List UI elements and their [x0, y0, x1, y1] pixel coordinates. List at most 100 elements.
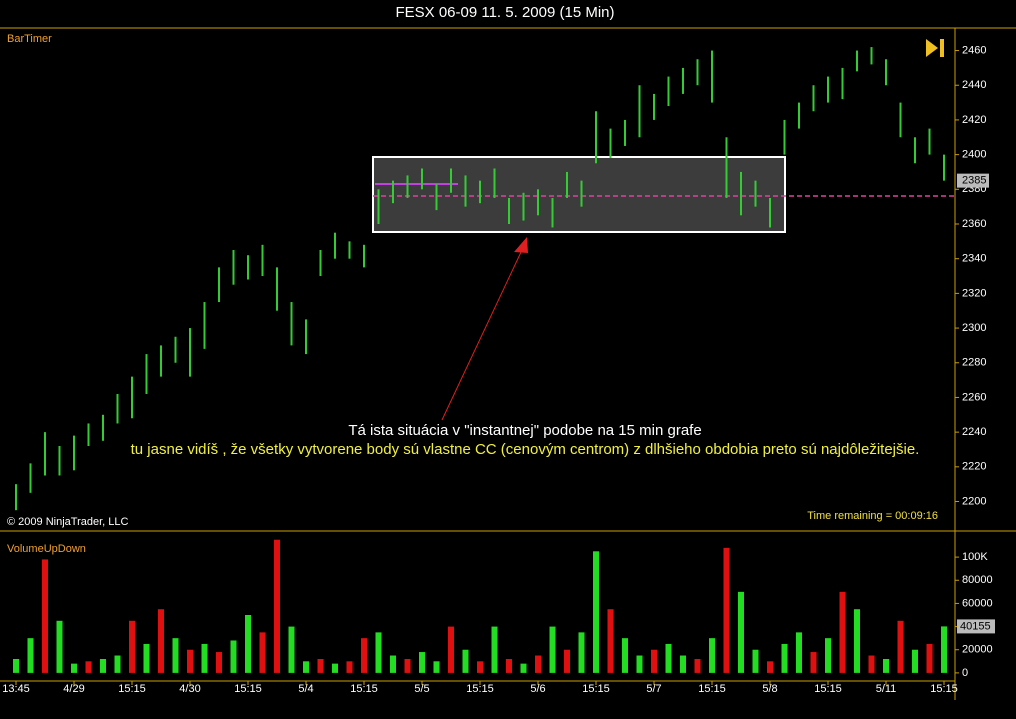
- y-tick-label: 2460: [962, 44, 986, 56]
- volume-bar: [825, 638, 831, 673]
- timer: Time remaining = 00:09:16: [807, 510, 938, 522]
- volume-bar: [564, 649, 570, 673]
- volume-bar: [259, 632, 266, 673]
- arrow-head: [514, 237, 528, 253]
- x-tick-label: 15:15: [930, 683, 958, 695]
- volume-bar: [593, 551, 599, 673]
- volume-bar: [709, 638, 715, 673]
- x-tick-label: 15:15: [582, 683, 610, 695]
- volume-bar: [607, 609, 614, 673]
- volume-bar: [752, 649, 759, 673]
- volume-bar: [854, 609, 860, 673]
- volume-bar: [143, 643, 150, 673]
- volume-bar: [680, 655, 686, 673]
- volume-bar: [839, 591, 846, 673]
- volume-bar: [100, 659, 106, 673]
- volume-bar: [404, 659, 411, 673]
- x-tick-label: 4/29: [63, 683, 84, 695]
- volume-bar: [723, 547, 730, 673]
- volume-bar: [622, 638, 628, 673]
- y-tick-label: 2200: [962, 495, 986, 507]
- volume-title: VolumeUpDown: [7, 543, 86, 555]
- volume-bar: [129, 620, 135, 673]
- volume-bar: [767, 661, 773, 673]
- volume-bar: [781, 643, 788, 673]
- range-box: [372, 156, 786, 233]
- y-tick-label: 2360: [962, 218, 986, 230]
- volume-bar: [288, 626, 295, 673]
- volume-bar: [332, 663, 338, 673]
- x-tick-label: 15:15: [814, 683, 842, 695]
- x-tick-label: 15:15: [350, 683, 378, 695]
- volume-bar: [883, 659, 889, 673]
- x-tick-label: 4/30: [179, 683, 200, 695]
- x-tick-label: 5/11: [876, 683, 897, 695]
- volume-marker: [957, 619, 995, 634]
- volume-bar: [274, 539, 280, 673]
- y-tick-label: 2280: [962, 357, 986, 369]
- play-icon: [940, 39, 944, 57]
- indicator-label: BarTimer: [7, 33, 52, 45]
- volume-bar: [375, 632, 382, 673]
- volume-bar: [216, 652, 222, 673]
- volume-bar: [462, 649, 469, 673]
- volume-bar: [346, 661, 353, 673]
- volume-bar: [549, 626, 556, 673]
- volume-bar: [433, 661, 440, 673]
- volume-bar: [810, 652, 817, 673]
- volume-bar: [114, 655, 121, 673]
- y-tick-label: 2260: [962, 391, 986, 403]
- volume-bar: [926, 643, 933, 673]
- volume-bar: [419, 652, 425, 673]
- y-tick-label: 2300: [962, 322, 986, 334]
- volume-bar: [201, 643, 208, 673]
- volume-bar: [303, 661, 309, 673]
- volume-bar: [27, 638, 34, 673]
- y-tick-label: 80000: [962, 574, 993, 586]
- play-icon: [926, 39, 938, 57]
- y-tick-label: 2220: [962, 461, 986, 473]
- volume-bar: [477, 661, 483, 673]
- annotation: Tá ista situácia v "instantnej" podobe n…: [348, 422, 701, 439]
- copyright: © 2009 NinjaTrader, LLC: [7, 516, 128, 528]
- volume-bar: [361, 638, 367, 673]
- volume-bar: [85, 661, 92, 673]
- volume-bar: [665, 643, 672, 673]
- y-tick-label: 2400: [962, 149, 986, 161]
- volume-bar: [56, 620, 63, 673]
- y-tick-label: 20000: [962, 644, 993, 656]
- volume-bar: [535, 655, 541, 673]
- volume-bar: [317, 659, 324, 673]
- x-tick-label: 15:15: [466, 683, 494, 695]
- x-tick-label: 15:15: [234, 683, 262, 695]
- x-tick-label: 5/5: [414, 683, 429, 695]
- y-tick-label: 2440: [962, 79, 986, 91]
- volume-bar: [694, 659, 701, 673]
- y-tick-label: 2320: [962, 287, 986, 299]
- volume-bar: [245, 615, 251, 673]
- price-marker-label: 2385: [962, 175, 986, 187]
- volume-bar: [172, 638, 179, 673]
- volume-bar: [636, 655, 643, 673]
- arrow: [441, 249, 523, 421]
- y-tick-label: 0: [962, 667, 968, 679]
- volume-bar: [158, 609, 164, 673]
- volume-bar: [738, 591, 744, 673]
- volume-bar: [71, 663, 77, 673]
- y-tick-label: 100K: [962, 551, 988, 563]
- y-tick-label: 2420: [962, 114, 986, 126]
- volume-bar: [941, 626, 947, 673]
- volume-bar: [13, 659, 19, 673]
- chart-title: FESX 06-09 11. 5. 2009 (15 Min): [395, 4, 614, 21]
- x-tick-label: 5/6: [530, 683, 545, 695]
- y-tick-label: 2240: [962, 426, 986, 438]
- volume-marker-label: 40155: [960, 620, 991, 632]
- volume-bar: [897, 620, 904, 673]
- volume-bar: [187, 649, 193, 673]
- volume-bar: [506, 659, 512, 673]
- volume-bar: [390, 655, 396, 673]
- x-tick-label: 15:15: [118, 683, 146, 695]
- volume-bar: [651, 649, 657, 673]
